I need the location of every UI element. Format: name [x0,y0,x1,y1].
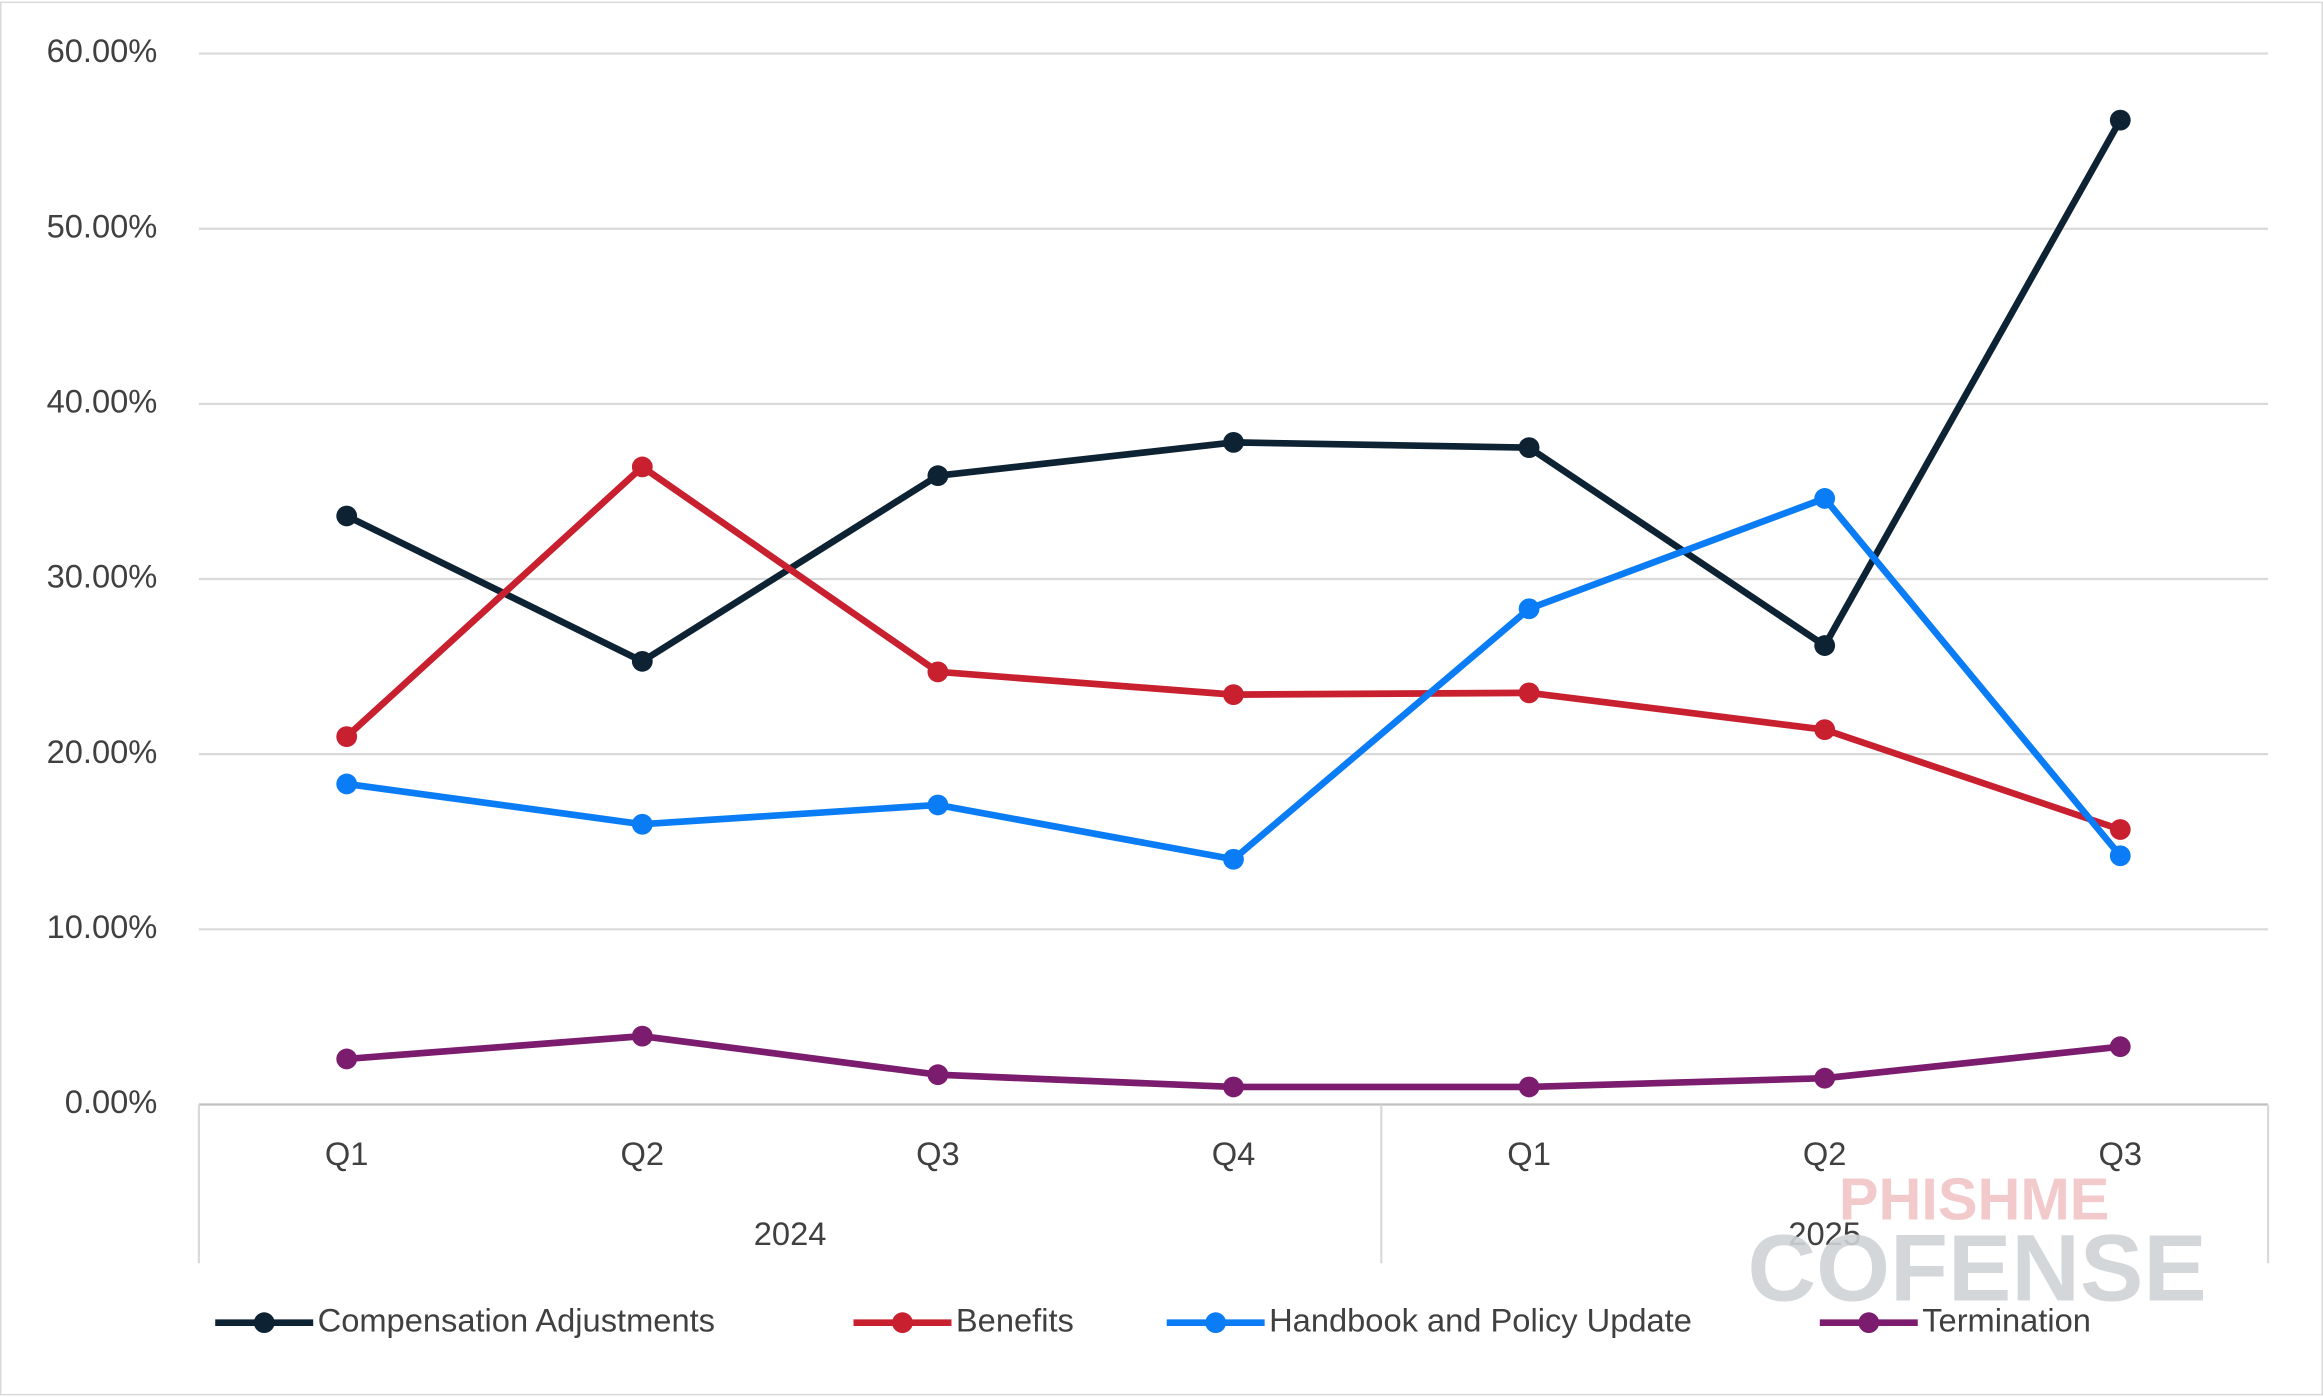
x-tick-label: Q4 [1212,1135,1256,1172]
data-point [1814,488,1836,509]
data-point [2109,1036,2131,1058]
watermark-bottom: COFENSE [1748,1215,2207,1321]
data-point [927,794,949,816]
watermark-top: PHISHME [1839,1166,2109,1233]
data-point [1518,437,1540,459]
data-point [1223,1076,1244,1098]
data-point [2109,819,2131,840]
y-tick-label: 40.00% [47,382,158,419]
legend-marker [1205,1312,1227,1334]
legend-marker [892,1312,913,1334]
y-tick-label: 20.00% [47,733,158,770]
data-point [1814,1067,1836,1089]
y-tick-label: 10.00% [47,908,158,945]
data-point [631,1025,653,1047]
y-tick-label: 30.00% [47,558,158,595]
data-point [1518,598,1540,620]
data-point [927,1064,949,1086]
y-tick-label: 50.00% [47,207,158,244]
data-point [1223,848,1244,870]
legend-marker [253,1312,275,1334]
data-point [631,813,653,835]
legend-label: Handbook and Policy Update [1269,1301,1692,1338]
data-point [336,726,358,748]
data-point [927,661,949,683]
data-point [336,773,358,795]
data-point [631,456,653,478]
legend-marker [1858,1312,1880,1334]
data-point [927,465,949,487]
x-tick-label: Q3 [2099,1135,2143,1172]
x-tick-label: Q1 [1507,1135,1551,1172]
legend-label: Termination [1922,1301,2091,1338]
data-point [2109,109,2131,131]
data-point [1518,682,1540,704]
data-point [1814,635,1836,656]
x-group-label: 2024 [754,1215,827,1252]
x-tick-label: Q2 [1803,1135,1847,1172]
legend-label: Benefits [956,1301,1074,1338]
y-tick-label: 0.00% [65,1083,158,1120]
data-point [2109,845,2131,867]
data-point [1223,684,1244,706]
legend-label: Compensation Adjustments [318,1301,715,1338]
data-point [1814,719,1836,741]
data-point [336,505,358,527]
watermark: PHISHME COFENSE [1748,1166,2207,1322]
data-point [631,650,653,672]
data-point [1518,1076,1540,1098]
x-tick-label: Q2 [621,1135,665,1172]
x-group-label: 2025 [1788,1215,1861,1252]
data-point [336,1048,358,1070]
x-tick-label: Q1 [325,1135,369,1172]
x-tick-label: Q3 [916,1135,960,1172]
y-tick-label: 60.00% [47,32,158,69]
data-point [1223,432,1244,453]
